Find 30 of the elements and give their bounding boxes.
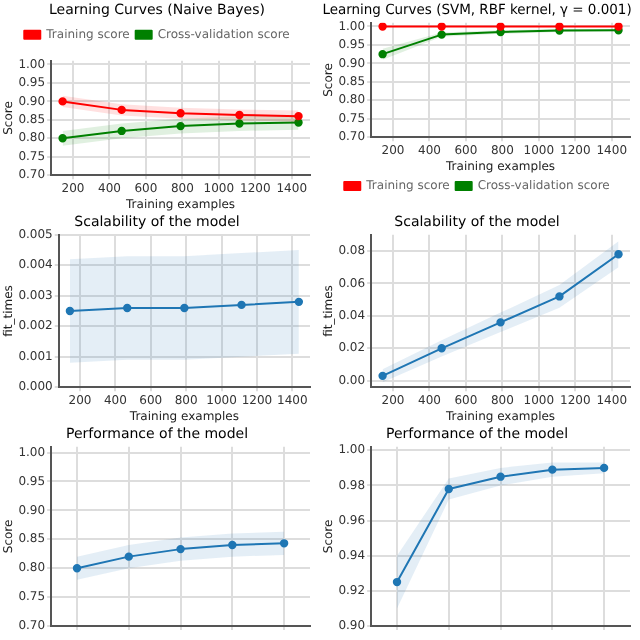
point [437, 344, 446, 353]
point [117, 105, 126, 115]
point [392, 577, 402, 587]
point [437, 22, 446, 31]
point [437, 30, 446, 39]
point [614, 250, 623, 259]
point [58, 134, 67, 143]
point [294, 111, 303, 121]
point [235, 119, 244, 128]
point [548, 465, 557, 474]
point [496, 318, 505, 327]
point [176, 121, 185, 131]
point [117, 126, 126, 136]
point [72, 563, 82, 573]
point [378, 22, 387, 31]
point [58, 97, 67, 106]
point [378, 371, 387, 381]
point [599, 463, 609, 473]
point [444, 484, 453, 494]
point [294, 118, 303, 127]
point [555, 292, 564, 301]
point [176, 109, 185, 118]
point [176, 544, 185, 554]
point [496, 472, 505, 481]
point [235, 110, 244, 120]
point [378, 49, 387, 59]
point [228, 540, 237, 550]
point [496, 22, 505, 31]
point [124, 552, 133, 561]
point [279, 539, 289, 548]
